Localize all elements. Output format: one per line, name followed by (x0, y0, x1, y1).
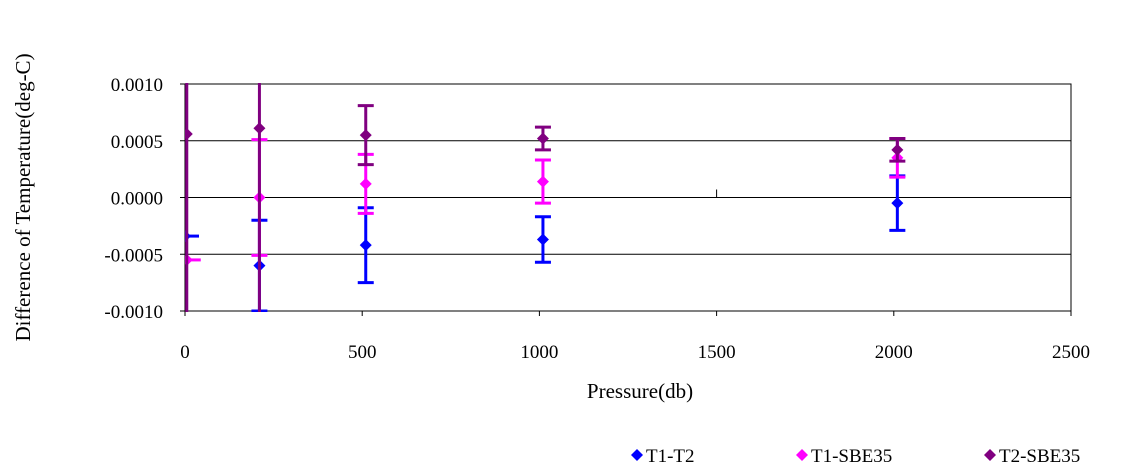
series-clip-group (185, 83, 906, 312)
legend-label: T2-SBE35 (999, 446, 1080, 467)
y-axis-ticks: 0.0010 0.0005 0.0000 -0.0005 -0.0010 (104, 75, 185, 323)
x-tick-label: 1500 (698, 342, 736, 363)
data-point (536, 175, 549, 188)
y-tick-label: 0.0010 (111, 75, 163, 96)
data-point (536, 233, 549, 246)
x-axis-title: Pressure(db) (587, 379, 693, 403)
data-point (891, 143, 904, 156)
data-point (359, 129, 372, 142)
data-point (891, 197, 904, 210)
x-tick-label: 0 (180, 342, 190, 363)
gridlines (185, 140, 1071, 255)
x-axis-ticks: 0 500 1000 1500 2000 2500 (180, 189, 1090, 363)
data-point (359, 177, 372, 190)
legend-label: T1-T2 (646, 446, 695, 467)
legend-marker (631, 449, 643, 461)
series-layer (185, 83, 906, 312)
data-point (253, 122, 266, 135)
y-tick-label: -0.0010 (104, 302, 163, 323)
x-tick-label: 1000 (520, 342, 558, 363)
data-point (536, 132, 549, 145)
series-t2-sbe35 (185, 83, 906, 312)
legend-marker (796, 449, 808, 461)
y-tick-label: 0.0005 (111, 132, 163, 153)
legend-marker (984, 449, 996, 461)
data-point (359, 239, 372, 252)
x-tick-label: 500 (348, 342, 377, 363)
y-tick-label: 0.0000 (111, 189, 163, 210)
x-tick-label: 2500 (1052, 342, 1090, 363)
legend: T1-T2 T1-SBE35 T2-SBE35 (631, 446, 1080, 467)
legend-label: T1-SBE35 (811, 446, 892, 467)
data-point (185, 127, 193, 140)
x-tick-label: 2000 (875, 342, 913, 363)
y-axis-title: Difference of Temperature(deg-C) (11, 53, 35, 341)
y-tick-label: -0.0005 (104, 245, 163, 266)
